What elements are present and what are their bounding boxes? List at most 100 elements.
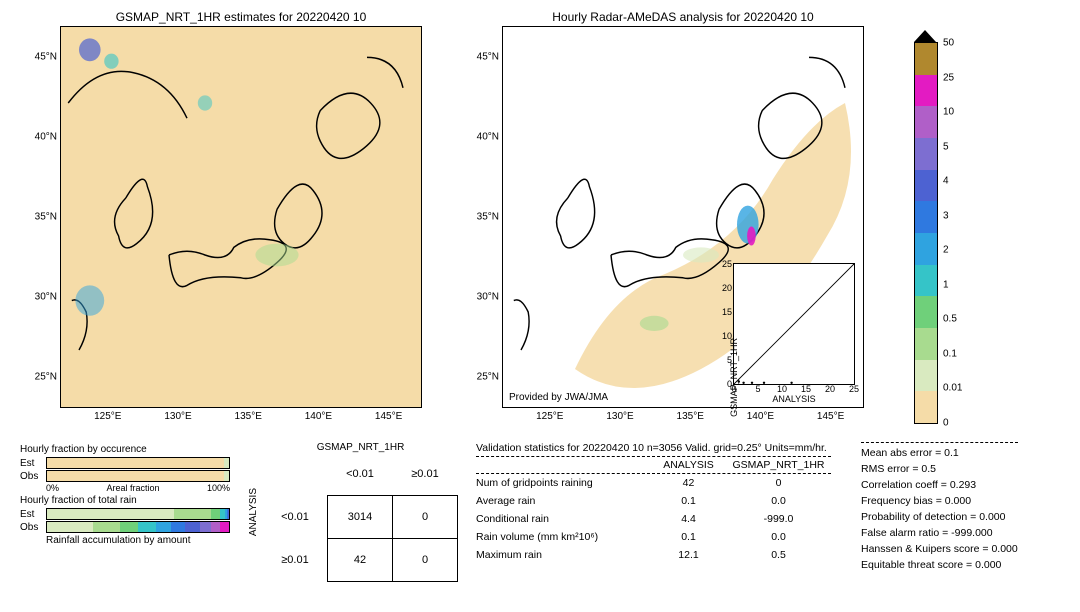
colorbar-seg <box>915 75 937 107</box>
frac-occ-bar <box>46 457 230 469</box>
inset-xtick: 5 <box>755 384 760 394</box>
cont-01: 0 <box>393 495 458 538</box>
stats-gsmap: 0.0 <box>726 531 831 543</box>
stats-row: Average rain0.10.0 <box>476 492 831 510</box>
stats-analysis: 12.1 <box>651 549 726 561</box>
inset-xtick: 10 <box>777 384 787 394</box>
x-tick: 125°E <box>94 407 121 422</box>
x-tick: 130°E <box>164 407 191 422</box>
frac-occ-xaxis: 0% Areal fraction 100% <box>46 483 230 493</box>
metrics-list: Mean abs error = 0.1RMS error = 0.5Corre… <box>861 442 1018 582</box>
frac-occ-row: Est <box>20 457 230 469</box>
frac-total-title: Hourly fraction of total rain <box>20 495 230 506</box>
y-tick: 30°N <box>477 291 503 302</box>
inset-plot <box>734 264 854 384</box>
colorbar-tick: 2 <box>937 245 949 256</box>
y-tick: 30°N <box>35 291 61 302</box>
colorbar-seg <box>915 233 937 265</box>
map-right: ANALYSIS GSMAP_NRT_1HR 00551010151520202… <box>502 26 864 408</box>
inset-ytick: 0 <box>727 379 734 389</box>
metric-row: RMS error = 0.5 <box>861 461 1018 477</box>
stats-h1: ANALYSIS <box>651 459 726 471</box>
inset-ytick: 10 <box>722 331 734 341</box>
stats-row: Num of gridpoints raining420 <box>476 474 831 492</box>
colorbar-seg <box>915 138 937 170</box>
x-tick: 140°E <box>747 407 774 422</box>
inset-xtick: 20 <box>825 384 835 394</box>
colorbar-tick: 0 <box>937 418 949 429</box>
colorbar-seg <box>915 265 937 297</box>
x-tick: 135°E <box>235 407 262 422</box>
x-tick: 145°E <box>817 407 844 422</box>
stats-row: Maximum rain12.10.5 <box>476 546 831 564</box>
stats-label: Average rain <box>476 495 651 507</box>
cont-row-header: ANALYSIS <box>248 488 259 536</box>
x-tick: 145°E <box>375 407 402 422</box>
stats-analysis: 4.4 <box>651 513 726 525</box>
frac-legend: Rainfall accumulation by amount <box>46 535 230 546</box>
colorbar-seg <box>915 296 937 328</box>
contingency-panel: ANALYSIS GSMAP_NRT_1HR <0.01 ≥0.01 <0.01… <box>248 442 458 582</box>
cont-r1: ≥0.01 <box>263 538 328 581</box>
cont-c0: <0.01 <box>328 453 393 495</box>
stats-gsmap: -999.0 <box>726 513 831 525</box>
stats-gsmap: 0.5 <box>726 549 831 561</box>
metric-row: Equitable threat score = 0.000 <box>861 557 1018 573</box>
colorbar-seg <box>915 328 937 360</box>
metric-row: Frequency bias = 0.000 <box>861 493 1018 509</box>
frac-occ-bars: Est Obs <box>20 457 230 482</box>
frac-x2: 100% <box>207 483 230 493</box>
frac-total-bars: EstObs <box>20 508 230 533</box>
x-tick: 135°E <box>677 407 704 422</box>
colorbar-tick: 5 <box>937 141 949 152</box>
frac-row-label: Obs <box>20 471 42 482</box>
inset-ytick: 15 <box>722 307 734 317</box>
stats-gsmap: 0.0 <box>726 495 831 507</box>
colorbar-seg <box>915 360 937 392</box>
stats-analysis: 42 <box>651 477 726 489</box>
y-tick: 25°N <box>477 371 503 382</box>
colorbar-seg <box>915 106 937 138</box>
colorbar-tick: 10 <box>937 107 954 118</box>
colorbar-panel: 502510543210.50.10.010 <box>914 30 938 424</box>
colorbar-tick: 1 <box>937 279 949 290</box>
stats-analysis: 0.1 <box>651 531 726 543</box>
map-left-title: GSMAP_NRT_1HR estimates for 20220420 10 <box>60 10 422 24</box>
cont-10: 42 <box>328 538 393 581</box>
bottom-row: Hourly fraction by occurence EstObs 0% A… <box>10 442 1070 582</box>
y-tick: 40°N <box>35 132 61 143</box>
frac-total-row: Est <box>20 508 230 520</box>
frac-occ-bar <box>46 470 230 482</box>
map-left-panel: GSMAP_NRT_1HR estimates for 20220420 10 … <box>60 10 422 424</box>
x-tick: 140°E <box>305 407 332 422</box>
x-tick: 125°E <box>536 407 563 422</box>
frac-total-bar <box>46 521 230 533</box>
map-left: 25°N30°N35°N40°N45°N125°E130°E135°E140°E… <box>60 26 422 408</box>
metric-row: False alarm ratio = -999.000 <box>861 525 1018 541</box>
metric-row: Probability of detection = 0.000 <box>861 509 1018 525</box>
map-right-panel: Hourly Radar-AMeDAS analysis for 2022042… <box>502 10 864 424</box>
top-row: GSMAP_NRT_1HR estimates for 20220420 10 … <box>10 10 1070 424</box>
coastline-left <box>61 27 421 407</box>
stats-label: Conditional rain <box>476 513 651 525</box>
colorbar-tick: 0.1 <box>937 348 957 359</box>
colorbar: 502510543210.50.10.010 <box>914 42 938 424</box>
stats-h2: GSMAP_NRT_1HR <box>726 459 831 471</box>
inset-xtick: 15 <box>801 384 811 394</box>
colorbar-arrow-top <box>914 30 936 42</box>
cont-r0: <0.01 <box>263 495 328 538</box>
stats-panel: Validation statistics for 20220420 10 n=… <box>476 442 1018 582</box>
colorbar-seg <box>915 391 937 423</box>
y-tick: 40°N <box>477 132 503 143</box>
cont-11: 0 <box>393 538 458 581</box>
inset-scatter: ANALYSIS GSMAP_NRT_1HR 00551010151520202… <box>733 263 855 385</box>
colorbar-seg <box>915 43 937 75</box>
y-tick: 35°N <box>35 212 61 223</box>
y-tick: 45°N <box>477 52 503 63</box>
frac-x0: 0% <box>46 483 59 493</box>
cont-col-header: GSMAP_NRT_1HR <box>263 442 458 453</box>
stats-row: Rain volume (mm km²10⁶)0.10.0 <box>476 528 831 546</box>
contingency-table: <0.01 ≥0.01 <0.01 3014 0 ≥0.01 42 0 <box>263 453 458 582</box>
map-right-title: Hourly Radar-AMeDAS analysis for 2022042… <box>502 10 864 24</box>
stats-table-wrap: Validation statistics for 20220420 10 n=… <box>476 442 831 582</box>
